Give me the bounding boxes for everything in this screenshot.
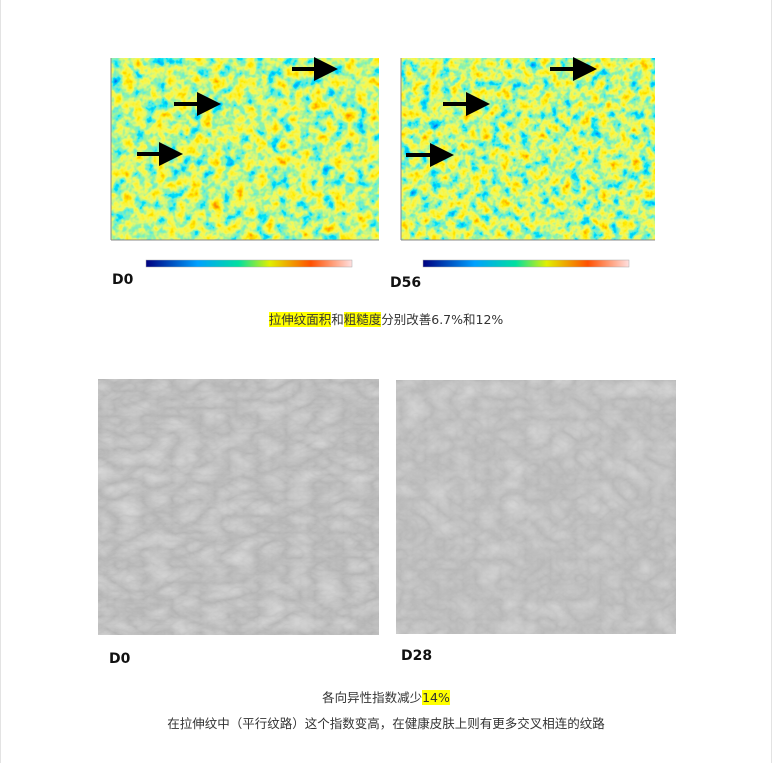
highlighted-text: 粗糙度 [343,312,382,327]
label-d0: D0 [112,272,134,288]
heatmap-right [400,57,655,268]
caption: 各向异性指数减少14% [1,687,771,706]
heatmap-left [110,57,379,268]
text: 分别改善6.7%和12% [381,312,504,327]
label-d0: D0 [109,651,131,667]
skin-image-left [98,379,379,635]
highlighted-text: 14% [422,690,450,705]
note: 在拉伸纹中（平行纹路）这个指数变高，在健康皮肤上则有更多交叉相连的纹路 [167,716,605,731]
text: 各向异性指数减少 [322,690,423,705]
skin-image-right [396,380,676,634]
highlighted-text: 拉伸纹面积 [268,312,332,327]
label-d28: D28 [401,648,433,664]
label-d56: D56 [390,275,422,291]
caption: 拉伸纹面积和粗糙度分别改善6.7%和12% [1,309,771,328]
text: 和 [331,312,344,327]
